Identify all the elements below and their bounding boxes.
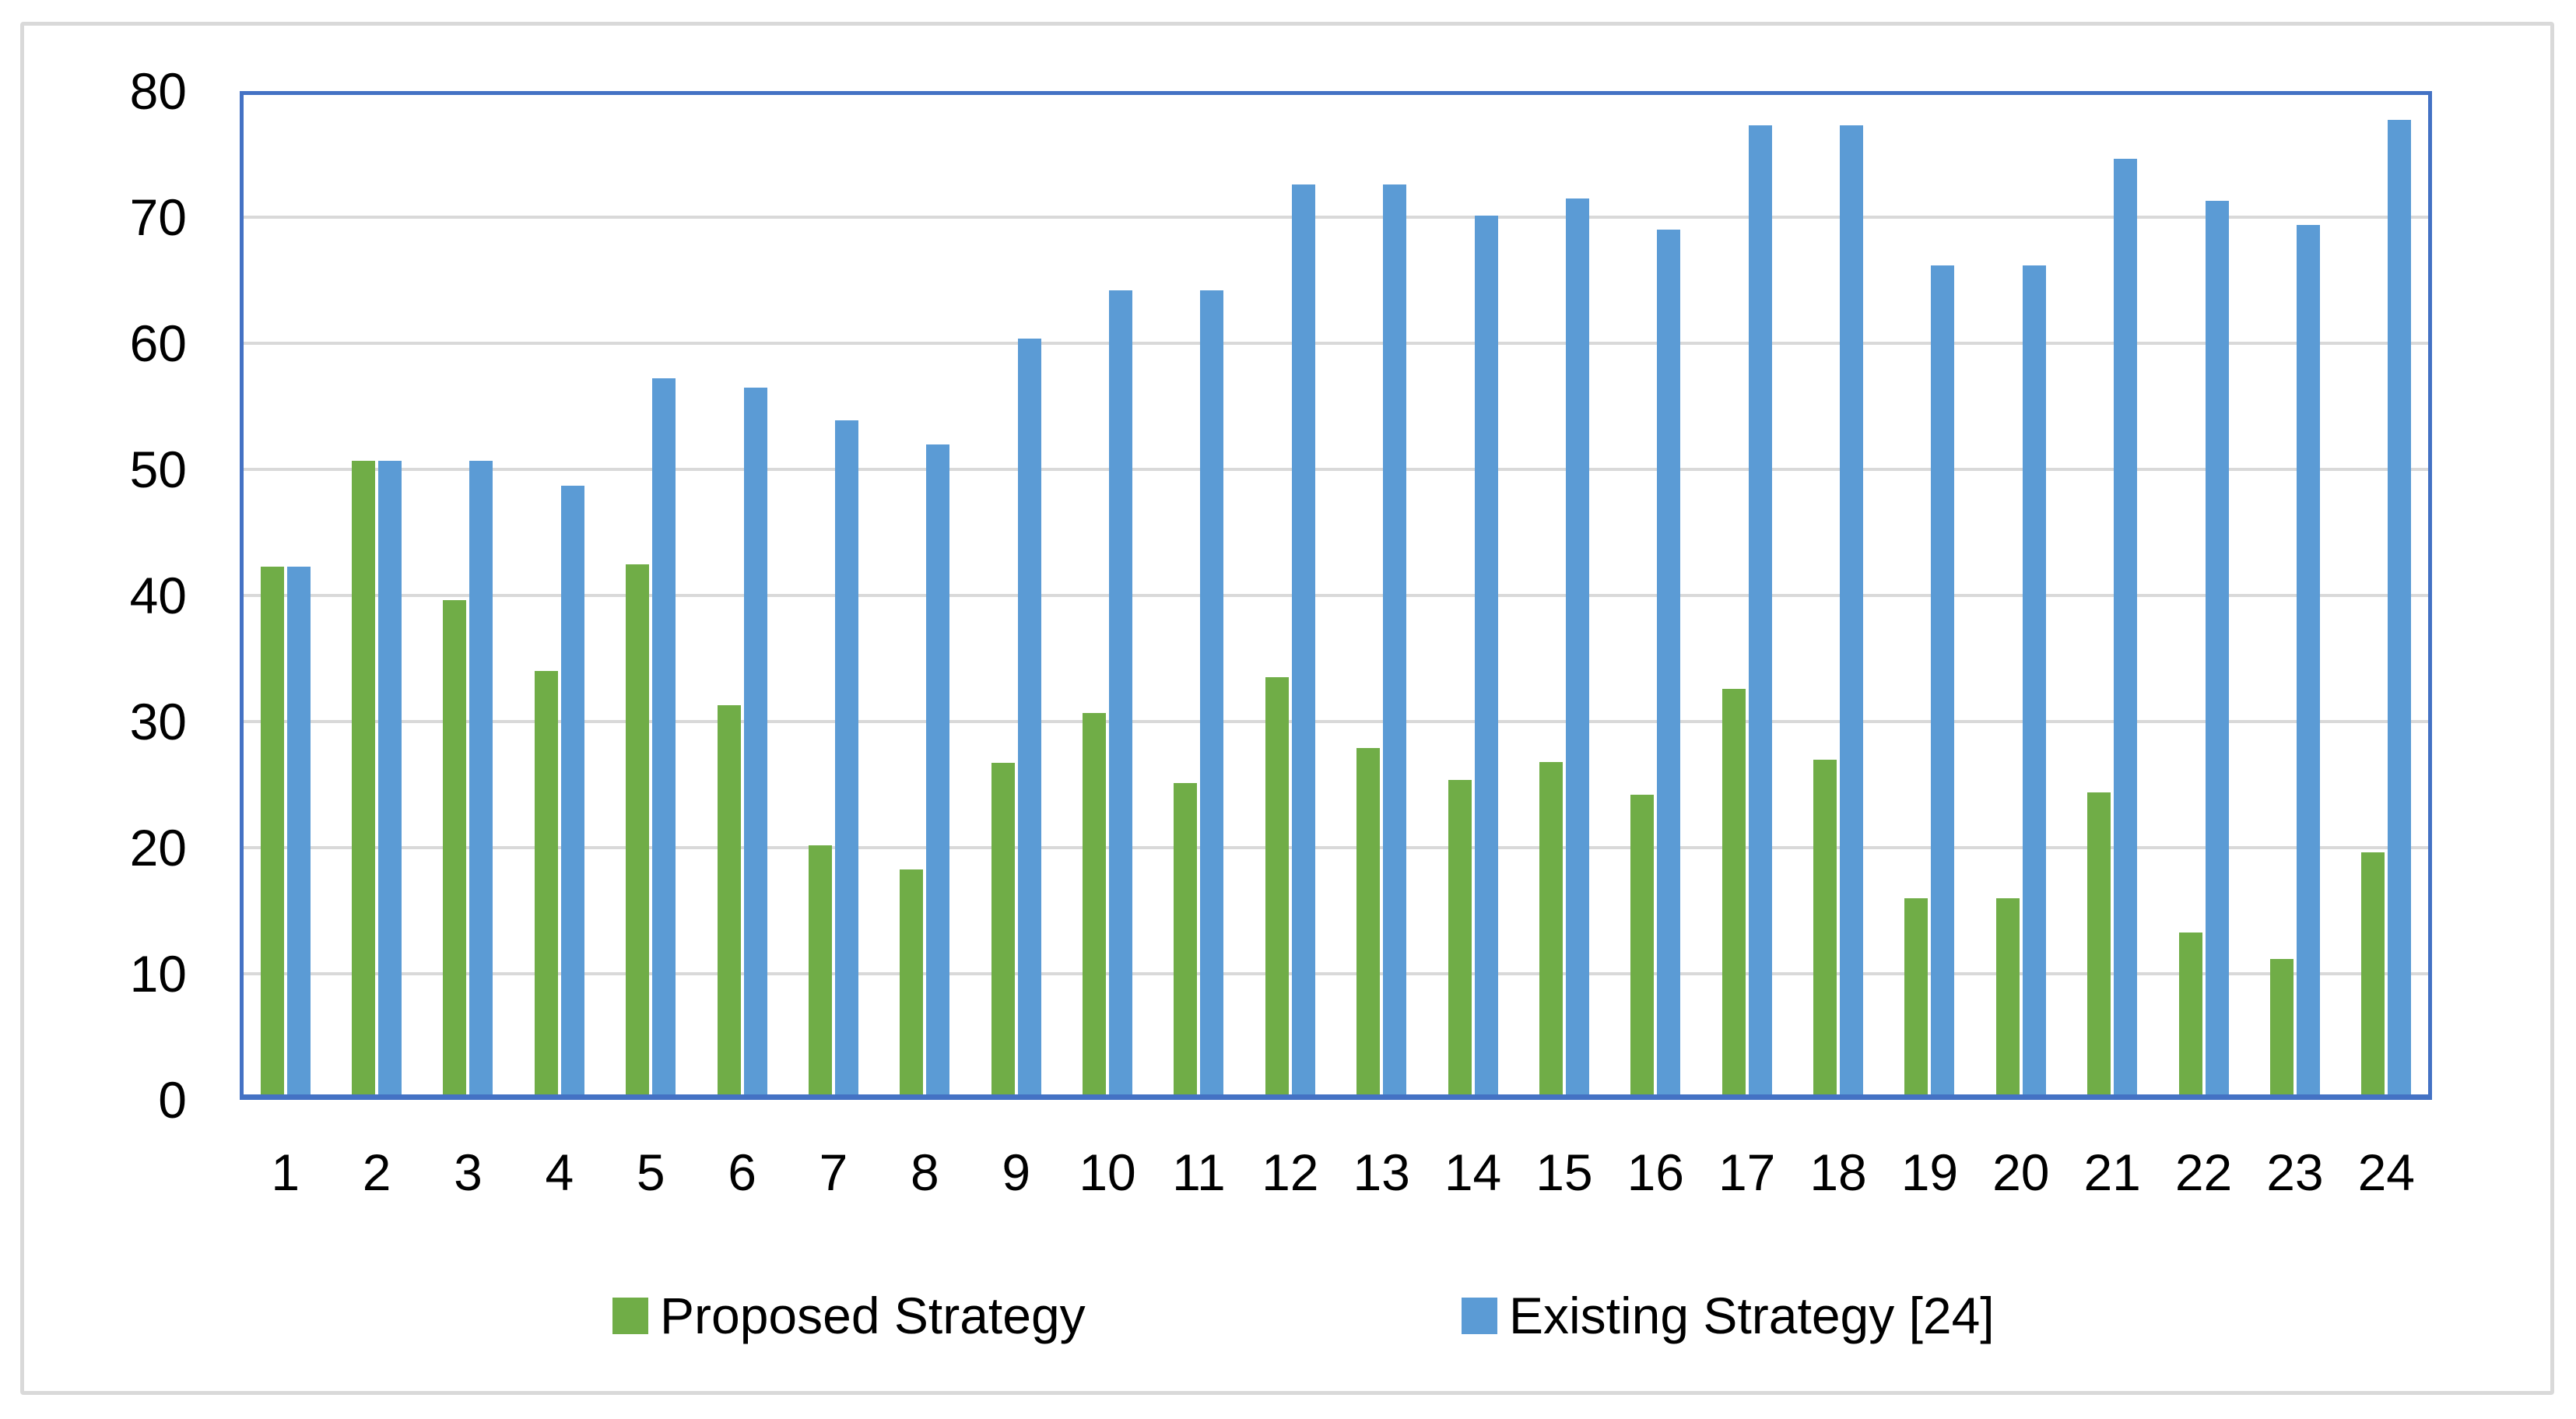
bar-proposed: [1265, 677, 1289, 1100]
x-tick-label: 13: [1353, 1143, 1410, 1201]
gridline: [240, 468, 2432, 471]
y-tick-label: 50: [129, 441, 187, 498]
x-tick-label: 22: [2174, 1143, 2233, 1201]
bar-existing: [926, 444, 950, 1100]
bar-existing: [378, 460, 402, 1100]
bar-existing: [1017, 338, 1041, 1100]
x-tick-label: 10: [1079, 1143, 1136, 1201]
bar-existing: [2388, 120, 2412, 1100]
bar-proposed: [2178, 932, 2202, 1100]
bar-proposed: [1448, 779, 1472, 1100]
bar-existing: [286, 566, 311, 1100]
legend-swatch-existing-icon: [1462, 1297, 1497, 1334]
bar-existing: [1200, 290, 1224, 1100]
bar-existing: [1840, 125, 1864, 1100]
bar-existing: [1931, 265, 1955, 1100]
x-tick-label: 17: [1718, 1143, 1776, 1201]
bar-proposed: [1813, 759, 1837, 1100]
bar-existing: [1383, 184, 1407, 1100]
y-tick-label: 60: [129, 314, 187, 372]
bar-existing: [1291, 184, 1315, 1100]
x-tick-label: 6: [728, 1143, 756, 1201]
bar-proposed: [1356, 748, 1381, 1100]
bar-proposed: [534, 671, 558, 1100]
x-tick-label: 14: [1444, 1143, 1502, 1201]
bar-proposed: [1539, 761, 1563, 1100]
x-tick-label: 15: [1535, 1143, 1593, 1201]
x-tick-label: 8: [910, 1143, 939, 1201]
x-tick-label: 12: [1262, 1143, 1319, 1201]
gridline: [240, 594, 2432, 597]
x-tick-label: 1: [271, 1143, 300, 1201]
bar-proposed: [260, 566, 284, 1100]
bar-proposed: [1174, 783, 1198, 1100]
bar-existing: [1565, 198, 1589, 1100]
legend-item-proposed-strategy: Proposed Strategy: [612, 1286, 1086, 1345]
y-tick-label: 40: [129, 567, 187, 624]
bar-existing: [2205, 200, 2229, 1100]
y-tick-label: 80: [129, 62, 187, 120]
bar-proposed: [2361, 852, 2385, 1100]
y-tick-label: 20: [129, 819, 187, 876]
x-tick-label: 24: [2357, 1143, 2416, 1201]
legend-label-proposed: Proposed Strategy: [660, 1287, 1086, 1344]
x-tick-label: 21: [2083, 1143, 2141, 1201]
bar-existing: [743, 387, 767, 1100]
gridline: [240, 216, 2432, 219]
y-tick-label: 70: [129, 188, 187, 246]
bar-existing: [652, 378, 676, 1100]
bar-proposed: [808, 845, 832, 1100]
bar-existing: [1109, 290, 1133, 1100]
x-tick-label: 19: [1900, 1143, 1959, 1201]
bar-existing: [2114, 159, 2138, 1100]
bar-proposed: [1630, 794, 1655, 1100]
bar-proposed: [2269, 958, 2293, 1100]
bar-proposed: [900, 869, 924, 1100]
y-tick-label: 0: [158, 1071, 187, 1129]
bar-existing: [1657, 230, 1681, 1100]
x-tick-label: 4: [545, 1143, 574, 1201]
bar-proposed: [1995, 897, 2020, 1100]
bar-proposed: [1904, 897, 1928, 1100]
x-tick-label: 20: [1992, 1143, 2050, 1201]
gridline: [240, 972, 2432, 975]
x-tick-label: 11: [1172, 1143, 1226, 1201]
x-tick-label: 18: [1809, 1143, 1867, 1201]
y-tick-label: 10: [129, 945, 187, 1003]
legend-item-existing-strategy: Existing Strategy [24]: [1462, 1286, 1995, 1345]
bar-proposed: [443, 600, 467, 1100]
bar-proposed: [717, 704, 741, 1100]
bar-existing: [560, 486, 584, 1100]
bar-existing: [469, 460, 493, 1100]
y-tick-label: 30: [129, 693, 187, 750]
x-tick-label: 5: [636, 1143, 665, 1201]
bar-existing: [1474, 216, 1498, 1100]
bar-existing: [2296, 224, 2320, 1100]
bar-proposed: [991, 763, 1015, 1100]
bar-proposed: [2087, 792, 2111, 1100]
bar-existing: [1748, 125, 1772, 1100]
x-tick-label: 23: [2266, 1143, 2324, 1201]
bar-proposed: [1083, 712, 1107, 1100]
gridline: [240, 342, 2432, 345]
x-tick-label: 7: [819, 1143, 848, 1201]
gridline: [240, 846, 2432, 849]
plot-area: [240, 91, 2432, 1100]
legend-label-existing: Existing Strategy [24]: [1509, 1287, 1995, 1344]
legend-swatch-proposed-icon: [612, 1297, 648, 1334]
x-tick-label: 3: [454, 1143, 483, 1201]
x-tick-label: 9: [1002, 1143, 1031, 1201]
bar-proposed: [1721, 688, 1746, 1100]
bar-existing: [834, 420, 858, 1100]
bar-proposed: [352, 460, 376, 1100]
gridline: [240, 720, 2432, 723]
x-tick-label: 16: [1627, 1143, 1685, 1201]
bar-existing: [2022, 265, 2046, 1100]
x-tick-label: 2: [362, 1143, 391, 1201]
bar-proposed: [626, 564, 650, 1100]
